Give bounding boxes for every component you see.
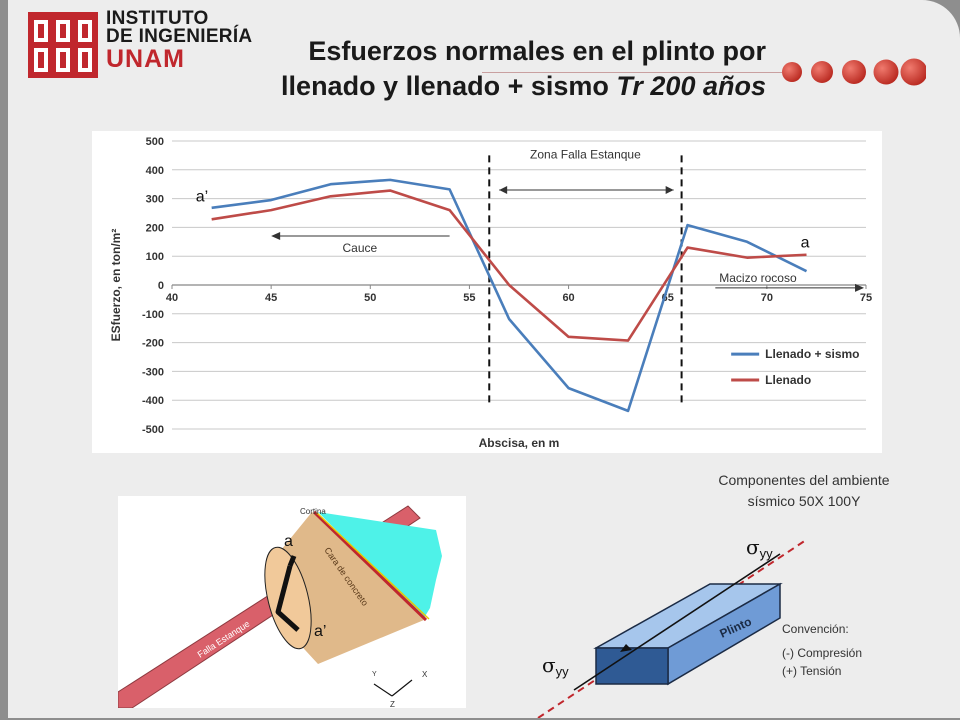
logo-text: INSTITUTO DE INGENIERÍA UNAM <box>106 8 253 73</box>
label-a-prime: a’ <box>314 623 326 640</box>
axis-x-label: X <box>422 670 428 679</box>
x-tick-label: 45 <box>265 292 277 304</box>
plinto-stress-diagram: Plinto σyy σyy <box>537 535 807 718</box>
annotation-cauce: Cauce <box>343 241 378 255</box>
macizo-arrow-icon <box>855 283 865 292</box>
caption-line-2: sísmico 50X 100Y <box>747 493 861 509</box>
convention-compresion: (-) Compresión <box>782 646 863 660</box>
logo-line-1: INSTITUTO <box>106 8 209 29</box>
plinto-box <box>593 582 783 686</box>
label-a: a <box>284 533 293 550</box>
title-line-2-plain: llenado y llenado + sismo <box>281 71 617 101</box>
annotation-a-prime: a’ <box>196 188 208 205</box>
x-tick-label: 55 <box>463 292 475 304</box>
legend-label: Llenado + sismo <box>765 347 859 361</box>
annotation-zona: Zona Falla Estanque <box>530 147 641 161</box>
y-tick-label: -200 <box>142 338 164 350</box>
y-tick-label: -400 <box>142 395 164 407</box>
axis-y-label: Y <box>372 671 377 678</box>
series-line-sismo <box>211 178 808 413</box>
stress-line <box>573 553 781 691</box>
y-tick-label: 300 <box>146 194 164 206</box>
y-tick-label: -300 <box>142 366 164 378</box>
reservoir-water <box>318 512 442 618</box>
concrete-face-line <box>312 510 428 622</box>
annotation-a: a <box>801 235 810 252</box>
y-tick-label: 0 <box>158 280 164 292</box>
y-tick-label: -500 <box>142 424 164 436</box>
sigma-top: σyy <box>746 535 773 561</box>
plinth-profile <box>275 565 300 632</box>
logo-line-3: UNAM <box>106 45 185 73</box>
decorative-dots-icon <box>782 58 926 86</box>
plinth-diagram-svg: Cortina Cara de concreto Falla Estanque … <box>117 505 442 709</box>
zona-arrow-right-icon <box>665 185 674 194</box>
x-tick-label: 75 <box>860 292 872 304</box>
x-axis-title: Abscisa, en m <box>479 436 560 450</box>
convention-tension: (+) Tensión <box>782 664 842 678</box>
seismic-caption: Componentes del ambiente sísmico 50X 100… <box>684 470 924 512</box>
title-line-1: Esfuerzos normales en el plinto por <box>308 36 766 66</box>
y-axis-title: ESfuerzo, en ton/m² <box>109 229 123 342</box>
sigma-top-symbol: σ <box>746 535 760 559</box>
axes-icon <box>373 679 413 697</box>
x-tick-label: 60 <box>562 292 574 304</box>
sigma-bottom: σyy <box>542 653 569 679</box>
stress-chart: 500 400 300 200 100 0 -100 -200 -300 -400 -500 40 45… <box>109 136 872 450</box>
zona-arrow-left-icon <box>499 185 508 194</box>
sigma-top-sub: yy <box>760 546 774 561</box>
logo-line-2: DE INGENIERÍA <box>106 26 253 47</box>
label-cortina: Cortina <box>300 507 326 516</box>
chart-panel: 500 400 300 200 100 0 -100 -200 -300 -400 -500 40 45… <box>92 131 882 453</box>
convention-block: Convención: (-) Compresión (+) Tensión <box>782 620 862 680</box>
x-tick-label: 50 <box>364 292 376 304</box>
page-title: Esfuerzos normales en el plinto por llen… <box>266 34 766 104</box>
axis-z-label: Z <box>390 700 395 708</box>
y-tick-label: 100 <box>146 251 164 263</box>
y-tick-label: 200 <box>146 222 164 234</box>
series-line-llenado <box>211 189 807 342</box>
convention-title: Convención: <box>782 622 849 636</box>
annotation-macizo: Macizo rocoso <box>719 271 797 285</box>
plinth-diagram: Cortina Cara de concreto Falla Estanque … <box>117 496 466 709</box>
stress-arrow-icon <box>620 644 632 652</box>
unam-logo-icon <box>28 12 98 78</box>
title-line-2: llenado y llenado + sismo Tr 200 años <box>266 69 766 104</box>
title-rule <box>482 72 782 73</box>
cauce-arrow-icon <box>271 232 281 241</box>
y-tick-label: -100 <box>142 309 164 321</box>
title-line-2-italic: Tr 200 años <box>616 71 766 101</box>
sigma-bottom-sub: yy <box>556 664 570 679</box>
y-tick-label: 500 <box>146 136 164 148</box>
x-tick-label: 40 <box>166 292 178 304</box>
x-tick-label: 70 <box>761 292 773 304</box>
sigma-bottom-symbol: σ <box>542 653 556 677</box>
legend-label: Llenado <box>765 373 811 387</box>
plinth-ellipse <box>264 546 312 650</box>
caption-line-1: Componentes del ambiente <box>718 472 890 488</box>
slide: INSTITUTO DE INGENIERÍA UNAM Esfuerzos n… <box>8 0 960 718</box>
y-tick-label: 400 <box>146 165 164 177</box>
